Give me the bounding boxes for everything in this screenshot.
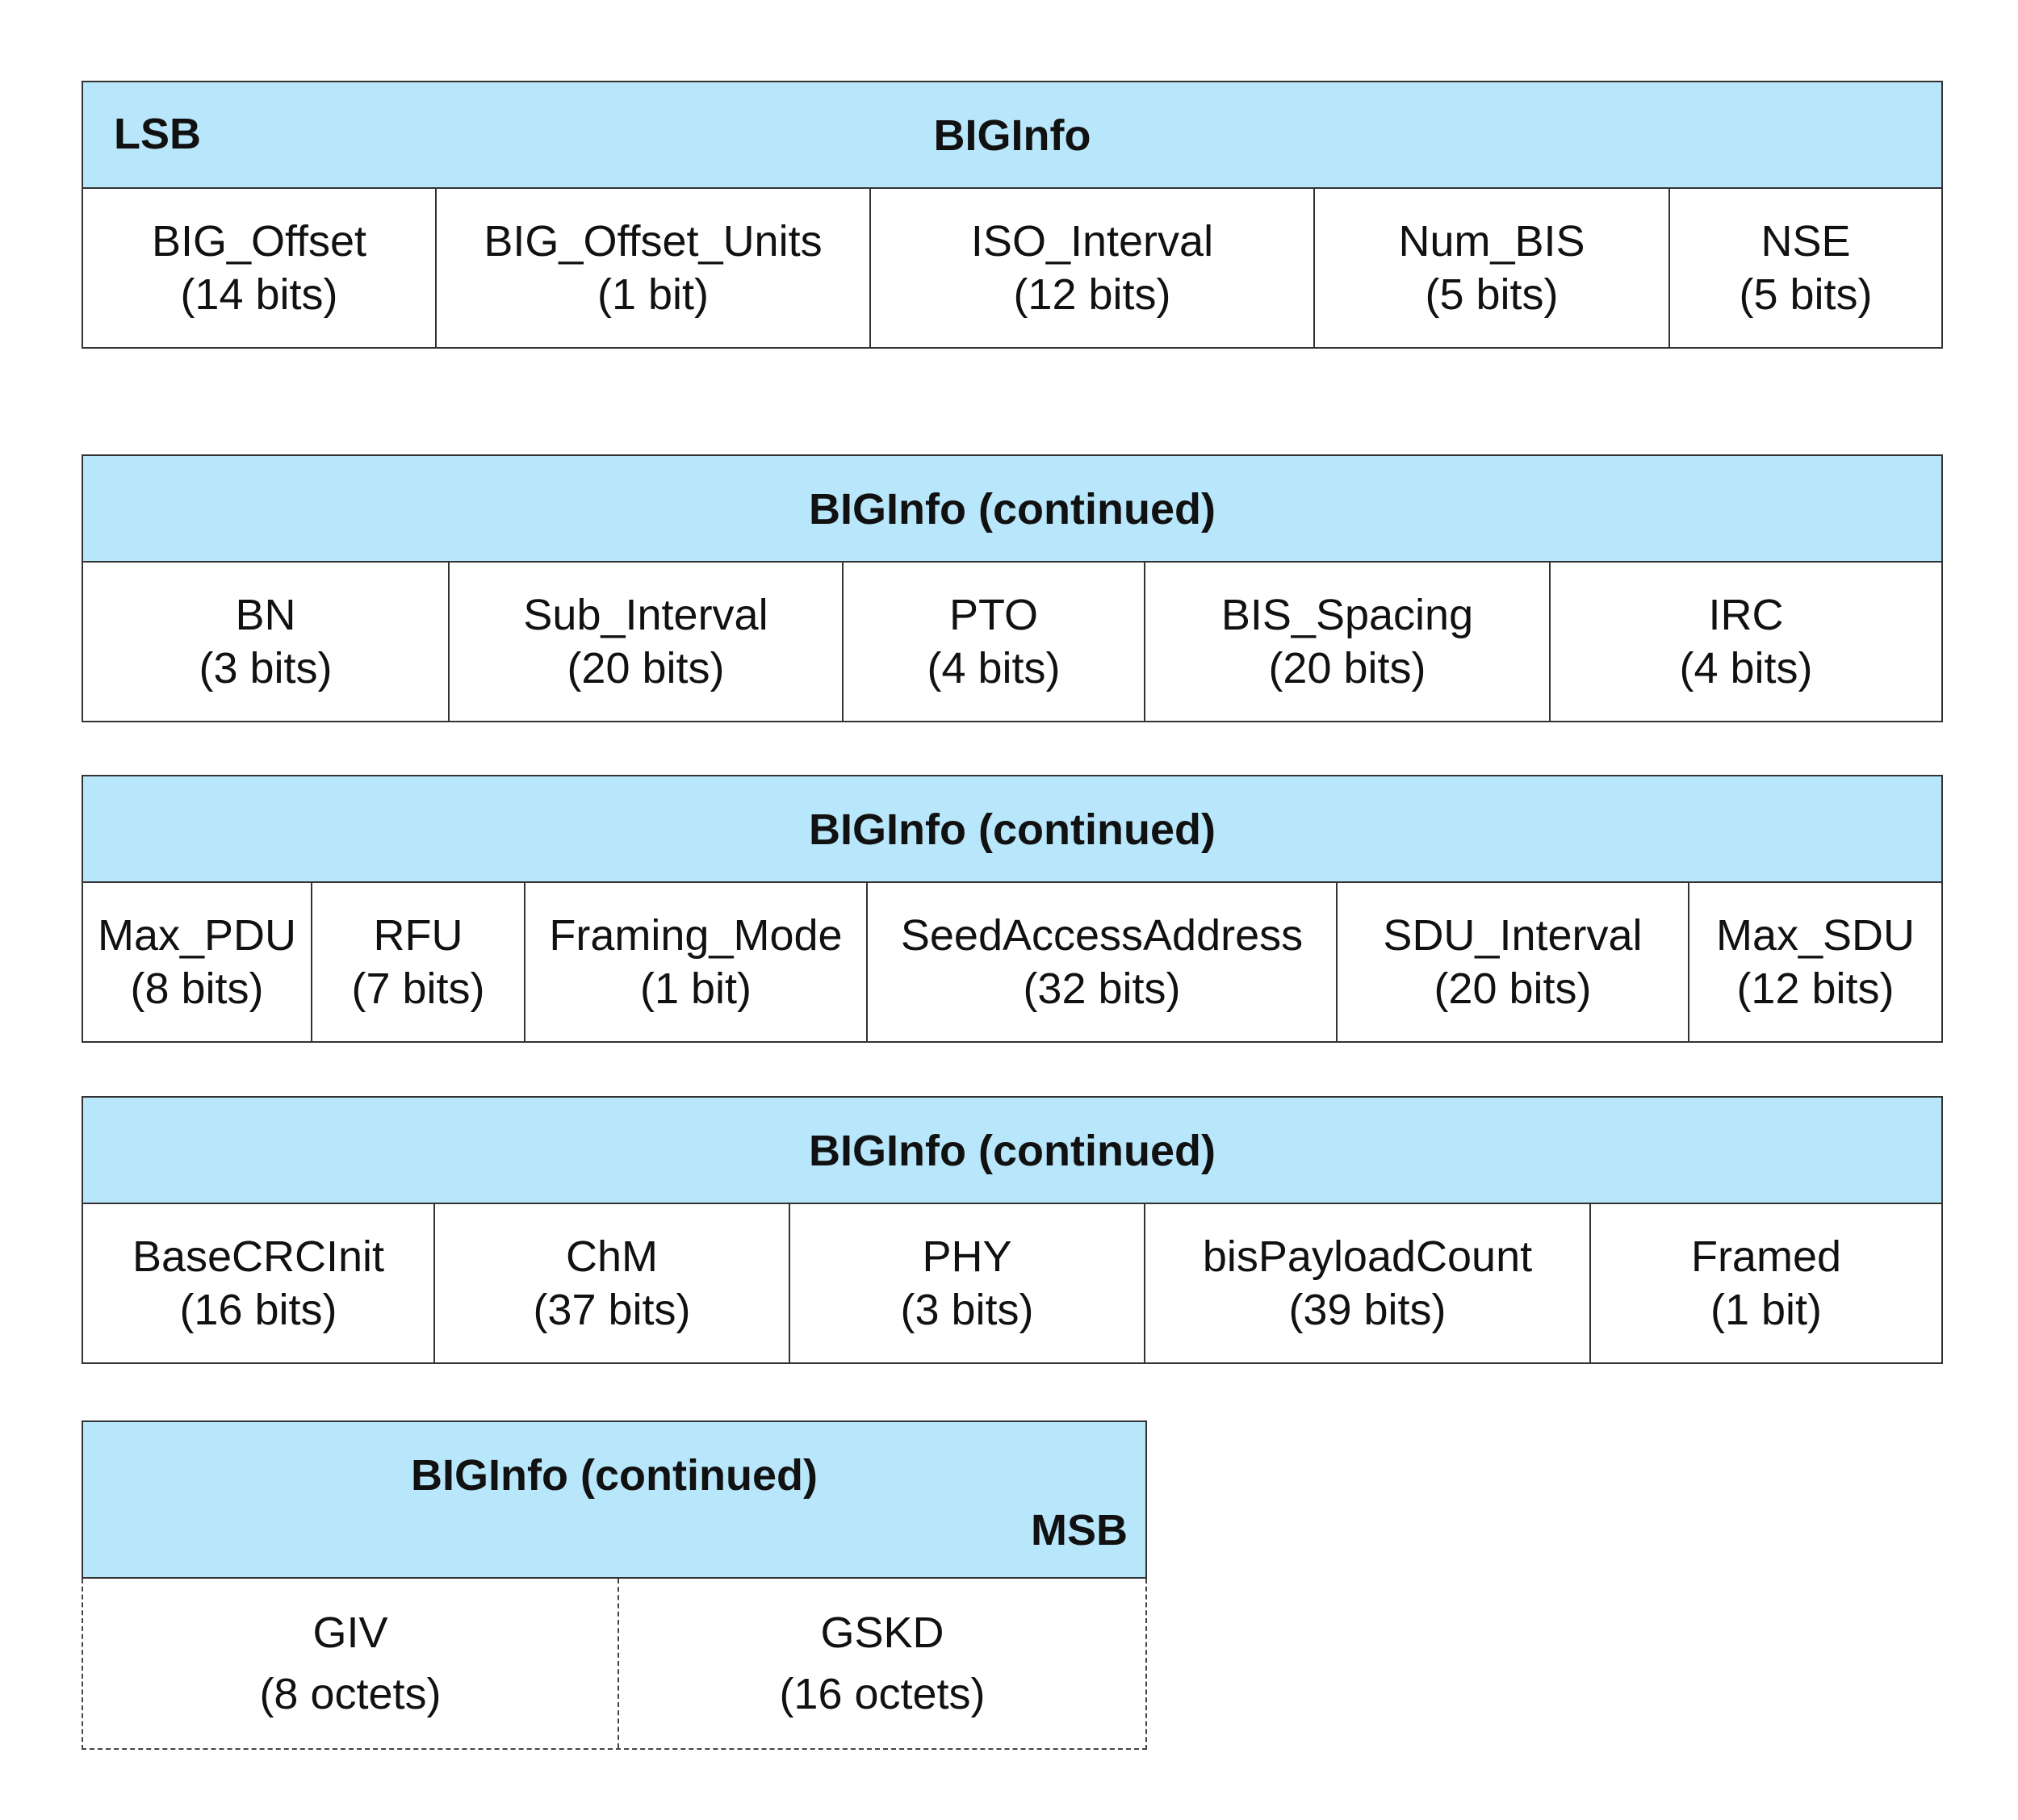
field-cell: GSKD (16 octets) xyxy=(618,1579,1145,1748)
field-name: Framing_Mode xyxy=(549,911,843,960)
field-size: (1 bit) xyxy=(597,270,710,319)
field-name: Max_SDU xyxy=(1715,911,1915,960)
field-cell: SeedAccessAddress (32 bits) xyxy=(866,883,1336,1041)
biginfo-block-5: BIGInfo (continued) MSB GIV (8 octets) GS… xyxy=(82,1420,1147,1750)
block-header: BIGInfo (continued) MSB xyxy=(82,1420,1147,1579)
block-header: BIGInfo (continued) xyxy=(82,1096,1943,1204)
field-size: (1 bit) xyxy=(639,964,752,1013)
field-name: PTO xyxy=(948,591,1039,639)
field-size: (39 bits) xyxy=(1288,1286,1447,1334)
field-name: Num_BIS xyxy=(1398,217,1585,266)
field-cell: BIS_Spacing (20 bits) xyxy=(1144,563,1549,721)
field-size: (5 bits) xyxy=(1425,270,1559,319)
field-row: BIG_Offset (14 bits) BIG_Offset_Units (1 b… xyxy=(82,189,1943,349)
field-size: (8 bits) xyxy=(130,964,264,1013)
block-title: BIGInfo (continued) xyxy=(809,1127,1216,1175)
field-cell: Max_SDU (12 bits) xyxy=(1688,883,1941,1041)
field-cell: SDU_Interval (20 bits) xyxy=(1336,883,1688,1041)
field-row: GIV (8 octets) GSKD (16 octets) xyxy=(82,1579,1147,1750)
field-size: (37 bits) xyxy=(533,1286,691,1334)
biginfo-block-3: BIGInfo (continued) Max_PDU (8 bits) RFU(… xyxy=(82,775,1943,1043)
field-size: (12 bits) xyxy=(1013,270,1171,319)
field-name: SeedAccessAddress xyxy=(900,911,1304,960)
block-header: BIGInfo LSB xyxy=(82,81,1943,189)
field-name: BN xyxy=(235,591,296,639)
field-cell: bisPayloadCount (39 bits) xyxy=(1144,1204,1589,1362)
field-size: (8 octets) xyxy=(259,1670,442,1718)
field-cell: ChM (37 bits) xyxy=(433,1204,789,1362)
block-title: BIGInfo (continued) xyxy=(411,1451,818,1500)
field-name: BaseCRCInit xyxy=(132,1232,385,1281)
field-size: (1 bit) xyxy=(1710,1286,1823,1334)
block-title: BIGInfo (continued) xyxy=(809,805,1216,854)
block-header: BIGInfo (continued) xyxy=(82,454,1943,563)
field-name: GIV xyxy=(312,1609,388,1657)
field-cell: RFU (7 bits) xyxy=(311,883,524,1041)
field-name: Framed xyxy=(1690,1232,1842,1281)
field-row: BN (3 bits) Sub_Interval (20 bits) PTO (4 b… xyxy=(82,563,1943,722)
field-size: (4 bits) xyxy=(1679,644,1813,692)
field-name: RFU xyxy=(373,911,463,960)
field-name: SDU_Interval xyxy=(1383,911,1643,960)
msb-label: MSB xyxy=(1031,1506,1128,1554)
field-name: Sub_Interval xyxy=(523,591,768,639)
field-cell: BN (3 bits) xyxy=(83,563,448,721)
field-cell: Framed (1 bit) xyxy=(1589,1204,1941,1362)
field-row: BaseCRCInit (16 bits) ChM (37 bits) PHY (3 … xyxy=(82,1204,1943,1364)
block-title: BIGInfo xyxy=(933,111,1091,160)
field-size: (20 bits) xyxy=(1434,964,1592,1013)
field-cell: PTO (4 bits) xyxy=(842,563,1144,721)
field-name: ISO_Interval xyxy=(970,217,1214,266)
field-cell: BIG_Offset (14 bits) xyxy=(83,189,435,347)
field-name: GSKD xyxy=(820,1609,944,1657)
field-name: NSE xyxy=(1761,217,1851,266)
field-row: Max_PDU (8 bits) RFU (7 bits) Framing_Mode… xyxy=(82,883,1943,1043)
field-cell: IRC (4 bits) xyxy=(1549,563,1941,721)
biginfo-block-1: BIGInfo LSB BIG_Offset (14 bits) BIG_Offs… xyxy=(82,81,1943,349)
field-name: BIG_Offset_Units xyxy=(484,217,823,266)
block-title: BIGInfo (continued) xyxy=(809,485,1216,533)
field-size: (32 bits) xyxy=(1023,964,1181,1013)
lsb-label: LSB xyxy=(114,110,201,158)
field-cell: BIG_Offset_Units (1 bit) xyxy=(435,189,869,347)
field-size: (12 bits) xyxy=(1736,964,1894,1013)
field-cell: BaseCRCInit (16 bits) xyxy=(83,1204,433,1362)
field-name: bisPayloadCount xyxy=(1202,1232,1533,1281)
field-name: BIG_Offset xyxy=(151,217,367,266)
field-size: (3 bits) xyxy=(900,1286,1034,1334)
field-cell: Num_BIS (5 bits) xyxy=(1313,189,1668,347)
field-size: (14 bits) xyxy=(180,270,338,319)
field-size: (7 bits) xyxy=(351,964,485,1013)
field-size: (4 bits) xyxy=(927,644,1061,692)
biginfo-block-4: BIGInfo (continued) BaseCRCInit (16 bits)… xyxy=(82,1096,1943,1364)
field-name: BIS_Spacing xyxy=(1220,591,1474,639)
field-cell: Framing_Mode (1 bit) xyxy=(524,883,866,1041)
field-size: (20 bits) xyxy=(1268,644,1426,692)
field-name: ChM xyxy=(565,1232,658,1281)
field-name: Max_PDU xyxy=(97,911,297,960)
field-cell: NSE (5 bits) xyxy=(1668,189,1941,347)
field-size: (5 bits) xyxy=(1739,270,1873,319)
field-name: PHY xyxy=(922,1232,1012,1281)
field-size: (3 bits) xyxy=(199,644,333,692)
block-header: BIGInfo (continued) xyxy=(82,775,1943,883)
field-name: IRC xyxy=(1708,591,1784,639)
field-cell: Max_PDU (8 bits) xyxy=(83,883,311,1041)
field-cell: GIV (8 octets) xyxy=(83,1579,618,1748)
field-cell: Sub_Interval (20 bits) xyxy=(448,563,842,721)
biginfo-block-2: BIGInfo (continued) BN (3 bits) Sub_Inter… xyxy=(82,454,1943,722)
field-cell: ISO_Interval (12 bits) xyxy=(869,189,1313,347)
field-size: (20 bits) xyxy=(567,644,725,692)
field-cell: PHY (3 bits) xyxy=(789,1204,1144,1362)
field-size: (16 octets) xyxy=(779,1670,986,1718)
field-size: (16 bits) xyxy=(179,1286,337,1334)
